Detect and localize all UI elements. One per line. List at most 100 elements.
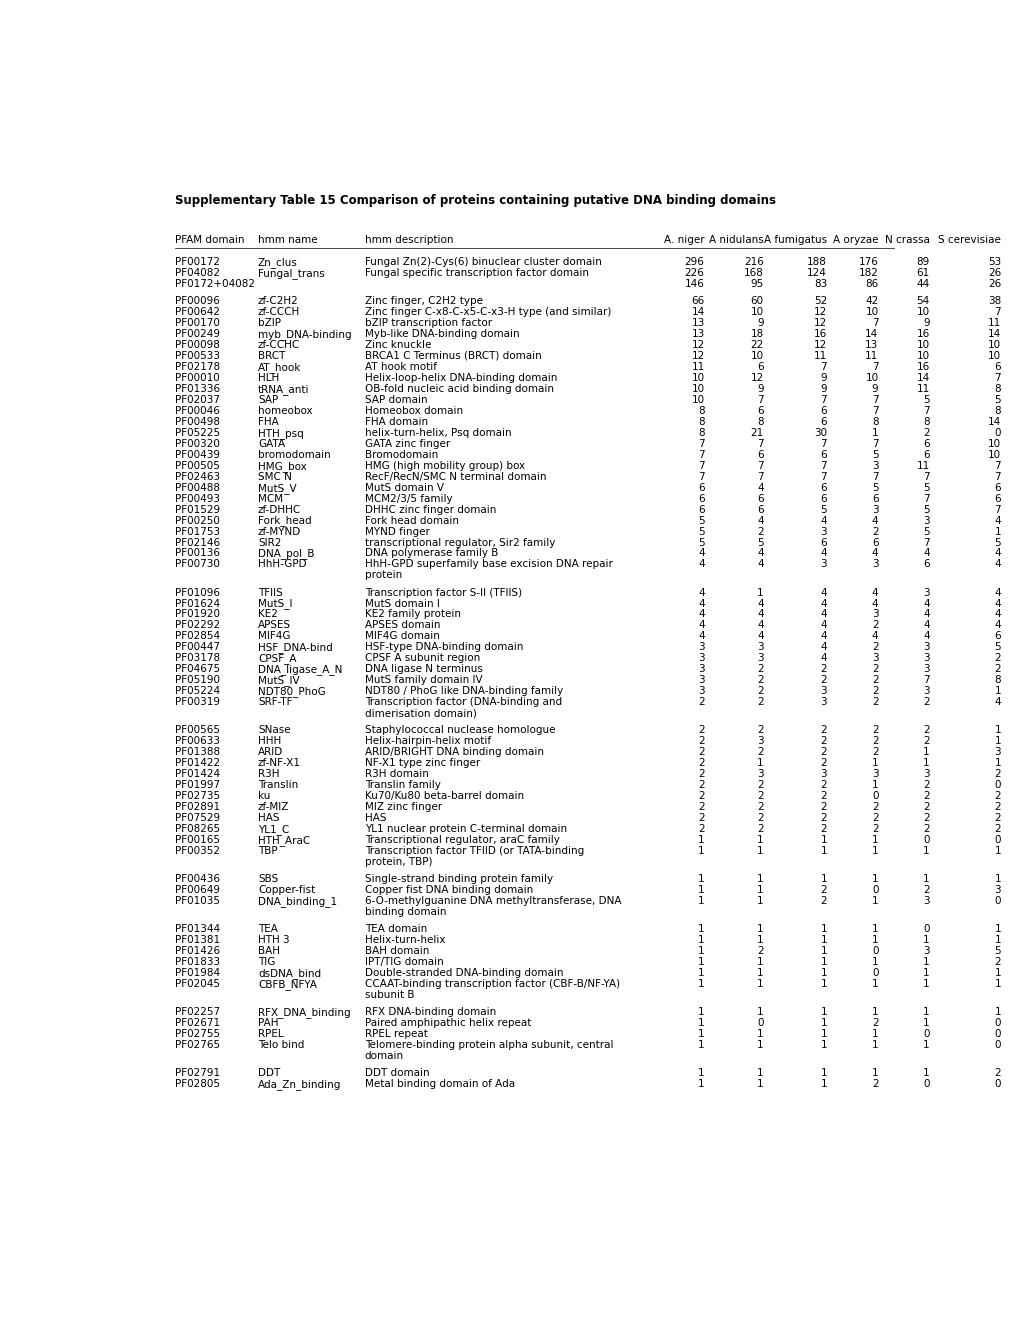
Text: BRCT: BRCT (258, 351, 285, 360)
Text: 7: 7 (871, 318, 877, 327)
Text: PF05225: PF05225 (175, 428, 220, 438)
Text: zf-NF-X1: zf-NF-X1 (258, 758, 301, 768)
Text: 7: 7 (994, 461, 1000, 471)
Text: PF01624: PF01624 (175, 598, 220, 609)
Text: PF01344: PF01344 (175, 924, 220, 935)
Text: 10: 10 (916, 351, 929, 360)
Text: ku: ku (258, 791, 270, 801)
Text: PF00352: PF00352 (175, 846, 220, 857)
Text: HhH-GPD superfamily base excision DNA repair: HhH-GPD superfamily base excision DNA re… (365, 560, 612, 569)
Text: 1: 1 (871, 957, 877, 968)
Text: Metal binding domain of Ada: Metal binding domain of Ada (365, 1078, 515, 1089)
Text: 2: 2 (871, 1078, 877, 1089)
Text: 8: 8 (994, 405, 1000, 416)
Text: 4: 4 (994, 598, 1000, 609)
Text: hmm name: hmm name (258, 235, 317, 244)
Text: Staphylococcal nuclease homologue: Staphylococcal nuclease homologue (365, 726, 554, 735)
Text: 1: 1 (819, 836, 826, 845)
Text: 1: 1 (994, 874, 1000, 884)
Text: 4: 4 (922, 598, 929, 609)
Text: 4: 4 (819, 587, 826, 598)
Text: 2: 2 (922, 886, 929, 895)
Text: 182: 182 (858, 268, 877, 279)
Text: 5: 5 (922, 527, 929, 536)
Text: 13: 13 (691, 329, 704, 339)
Text: 1: 1 (922, 1040, 929, 1049)
Text: HLH: HLH (258, 372, 279, 383)
Text: 1: 1 (697, 1068, 704, 1078)
Text: HTH_AraC: HTH_AraC (258, 836, 310, 846)
Text: DNA ligase N terminus: DNA ligase N terminus (365, 664, 482, 675)
Text: APSES domain: APSES domain (365, 620, 440, 631)
Text: 4: 4 (994, 549, 1000, 558)
Text: 2: 2 (922, 824, 929, 834)
Text: bromodomain: bromodomain (258, 450, 330, 459)
Text: 2: 2 (994, 1068, 1000, 1078)
Text: 4: 4 (756, 549, 763, 558)
Text: 52: 52 (813, 296, 826, 306)
Text: 14: 14 (691, 308, 704, 317)
Text: PF00098: PF00098 (175, 341, 219, 350)
Text: 2: 2 (994, 957, 1000, 968)
Text: 0: 0 (871, 946, 877, 956)
Text: 1: 1 (922, 935, 929, 945)
Text: SNase: SNase (258, 726, 290, 735)
Text: 2: 2 (819, 896, 826, 906)
Text: 2: 2 (871, 527, 877, 536)
Text: PF01422: PF01422 (175, 758, 220, 768)
Text: RecF/RecN/SMC N terminal domain: RecF/RecN/SMC N terminal domain (365, 471, 545, 482)
Text: PF01920: PF01920 (175, 610, 220, 619)
Text: 4: 4 (819, 643, 826, 652)
Text: 5: 5 (819, 504, 826, 515)
Text: 2: 2 (871, 620, 877, 631)
Text: PF00170: PF00170 (175, 318, 219, 327)
Text: 6: 6 (922, 450, 929, 459)
Text: SBS: SBS (258, 874, 278, 884)
Text: 5: 5 (871, 483, 877, 492)
Text: YL1_C: YL1_C (258, 824, 289, 836)
Text: 11: 11 (813, 351, 826, 360)
Text: HMG_box: HMG_box (258, 461, 307, 471)
Text: PF08265: PF08265 (175, 824, 220, 834)
Text: 9: 9 (871, 384, 877, 393)
Text: 1: 1 (819, 874, 826, 884)
Text: MutS domain V: MutS domain V (365, 483, 443, 492)
Text: 188: 188 (806, 257, 826, 267)
Text: CBFB_NFYA: CBFB_NFYA (258, 979, 317, 990)
Text: 1: 1 (756, 968, 763, 978)
Text: 4: 4 (756, 598, 763, 609)
Text: CPSF_A: CPSF_A (258, 653, 297, 664)
Text: PF00320: PF00320 (175, 438, 219, 449)
Text: 1: 1 (756, 846, 763, 857)
Text: PF01035: PF01035 (175, 896, 220, 906)
Text: 11: 11 (864, 351, 877, 360)
Text: 4: 4 (819, 610, 826, 619)
Text: 3: 3 (697, 686, 704, 697)
Text: DDT: DDT (258, 1068, 280, 1078)
Text: 3: 3 (819, 697, 826, 708)
Text: PF01997: PF01997 (175, 780, 220, 791)
Text: dsDNA_bind: dsDNA_bind (258, 968, 321, 979)
Text: 1: 1 (994, 846, 1000, 857)
Text: 1: 1 (819, 924, 826, 935)
Text: DNA_pol_B: DNA_pol_B (258, 549, 314, 560)
Text: 1: 1 (819, 1040, 826, 1049)
Text: 4: 4 (697, 631, 704, 642)
Text: 3: 3 (994, 886, 1000, 895)
Text: 6: 6 (819, 417, 826, 426)
Text: 5: 5 (994, 946, 1000, 956)
Text: 4: 4 (756, 516, 763, 525)
Text: PF02292: PF02292 (175, 620, 220, 631)
Text: 2: 2 (697, 770, 704, 779)
Text: 0: 0 (994, 428, 1000, 438)
Text: 38: 38 (986, 296, 1000, 306)
Text: 1: 1 (871, 1040, 877, 1049)
Text: PF04675: PF04675 (175, 664, 220, 675)
Text: ARID/BRIGHT DNA binding domain: ARID/BRIGHT DNA binding domain (365, 747, 543, 758)
Text: 5: 5 (994, 537, 1000, 548)
Text: 7: 7 (756, 438, 763, 449)
Text: 3: 3 (922, 770, 929, 779)
Text: 5: 5 (994, 643, 1000, 652)
Text: 2: 2 (994, 664, 1000, 675)
Text: 6: 6 (871, 494, 877, 504)
